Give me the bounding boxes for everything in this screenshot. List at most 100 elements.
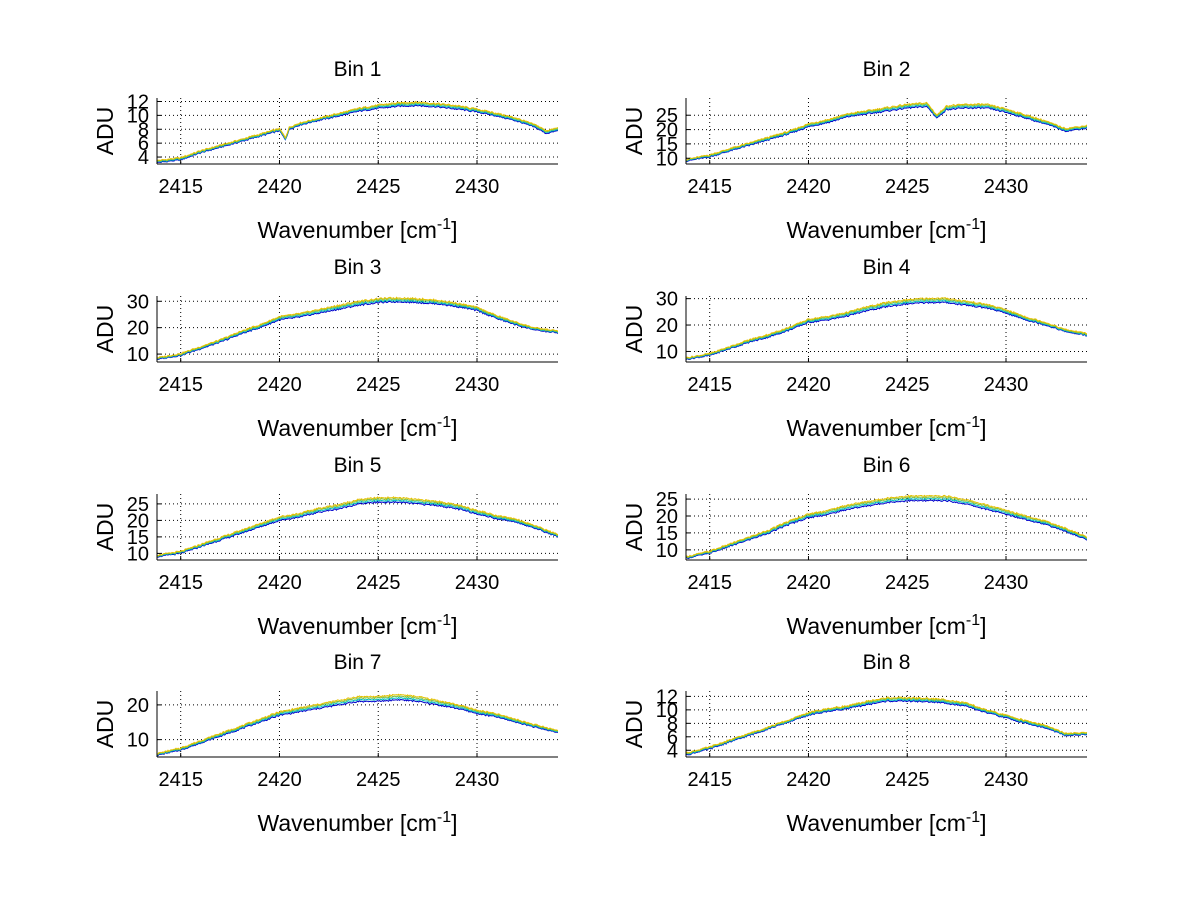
chart-title: Bin 5	[334, 454, 382, 477]
x-tick-label: 2415	[158, 769, 203, 791]
y-tick-label: 20	[127, 695, 149, 717]
x-axis-label: Wavenumber [cm-1]	[787, 414, 987, 441]
series-line-1	[157, 300, 558, 360]
x-tick-label: 2430	[984, 769, 1029, 791]
x-axis-label: Wavenumber [cm-1]	[787, 216, 987, 243]
x-tick-label: 2420	[786, 572, 831, 594]
y-tick-label: 4	[138, 147, 149, 169]
x-tick-label: 2425	[356, 769, 401, 791]
chart-title: Bin 6	[863, 454, 911, 477]
y-tick-label: 30	[656, 289, 678, 311]
series-line-3	[686, 102, 1087, 161]
plot-area	[686, 691, 1087, 757]
y-axis-label: ADU	[621, 305, 647, 354]
plot-area	[157, 494, 558, 560]
x-axis-label: Wavenumber [cm-1]	[258, 809, 458, 836]
x-tick-label: 2415	[687, 176, 732, 198]
series-line-4	[157, 296, 558, 359]
y-tick-label: 20	[656, 315, 678, 337]
series-line-4	[686, 696, 1087, 754]
x-tick-label: 2420	[257, 572, 302, 594]
series-line-4	[157, 496, 558, 557]
chart-title: Bin 1	[334, 58, 382, 81]
y-tick-label: 15	[656, 134, 678, 156]
y-tick-label: 10	[127, 730, 149, 752]
series-line-4	[686, 297, 1087, 359]
y-tick-label: 25	[127, 494, 149, 516]
series-line-2	[686, 698, 1087, 755]
x-tick-label: 2430	[455, 176, 500, 198]
x-tick-label: 2430	[984, 572, 1029, 594]
x-tick-label: 2425	[356, 176, 401, 198]
series-line-4	[157, 693, 558, 755]
y-tick-label: 10	[656, 341, 678, 363]
x-tick-label: 2415	[158, 572, 203, 594]
series-line-3	[157, 695, 558, 756]
chart-title: Bin 7	[334, 651, 382, 674]
series-line-3	[157, 297, 558, 359]
x-axis-label: Wavenumber [cm-1]	[258, 612, 458, 639]
y-tick-label: 10	[656, 700, 678, 722]
x-tick-label: 2420	[257, 769, 302, 791]
x-tick-label: 2420	[786, 769, 831, 791]
series-line-2	[157, 298, 558, 360]
panel-bin-4: 2415 2420 2425 2430 10 20 30 Bin 4 ADU Wavenumber…	[621, 256, 1087, 441]
x-tick-label: 2425	[885, 769, 930, 791]
y-tick-label: 20	[656, 120, 678, 142]
x-tick-label: 2415	[687, 374, 732, 396]
series-line-3	[157, 497, 558, 557]
y-tick-label: 12	[127, 91, 149, 113]
y-tick-label: 6	[138, 133, 149, 155]
series-line-1	[686, 499, 1087, 560]
y-tick-label: 10	[127, 543, 149, 565]
x-tick-label: 2415	[687, 769, 732, 791]
y-tick-label: 8	[667, 713, 678, 735]
series-line-4	[686, 101, 1087, 161]
y-axis-label: ADU	[621, 503, 647, 552]
x-tick-label: 2425	[356, 374, 401, 396]
chart-title: Bin 3	[334, 256, 382, 279]
x-tick-label: 2415	[687, 572, 732, 594]
x-tick-label: 2415	[158, 176, 203, 198]
series-line-1	[157, 500, 558, 558]
series-line-2	[157, 499, 558, 558]
y-tick-label: 25	[656, 489, 678, 511]
y-tick-label: 15	[656, 523, 678, 545]
series-line-2	[686, 299, 1087, 360]
y-tick-label: 20	[127, 510, 149, 532]
series-line-4	[157, 100, 558, 162]
x-tick-label: 2420	[257, 374, 302, 396]
y-tick-label: 6	[667, 727, 678, 749]
series-line-2	[157, 696, 558, 756]
series-line-1	[686, 105, 1087, 163]
y-axis-label: ADU	[92, 107, 118, 156]
chart-title: Bin 8	[863, 651, 911, 674]
series-line-4	[686, 494, 1087, 558]
series-line-1	[686, 301, 1087, 361]
y-axis-label: ADU	[92, 503, 118, 552]
x-tick-label: 2420	[786, 176, 831, 198]
plot-area	[157, 296, 558, 362]
y-tick-label: 20	[656, 506, 678, 528]
y-tick-label: 10	[656, 148, 678, 170]
series-line-3	[686, 298, 1087, 359]
y-tick-label: 12	[656, 686, 678, 708]
y-axis-label: ADU	[621, 107, 647, 156]
x-tick-label: 2425	[885, 374, 930, 396]
x-tick-label: 2430	[455, 374, 500, 396]
y-tick-label: 10	[127, 105, 149, 127]
x-tick-label: 2420	[786, 374, 831, 396]
y-tick-label: 8	[138, 119, 149, 141]
x-axis-label: Wavenumber [cm-1]	[787, 612, 987, 639]
panel-bin-7: 2415 2420 2425 2430 10 20 Bin 7 ADU Wavenumber […	[92, 651, 558, 836]
x-tick-label: 2425	[885, 176, 930, 198]
x-tick-label: 2430	[455, 572, 500, 594]
y-axis-label: ADU	[621, 700, 647, 749]
y-tick-label: 15	[127, 527, 149, 549]
x-axis-label: Wavenumber [cm-1]	[258, 414, 458, 441]
